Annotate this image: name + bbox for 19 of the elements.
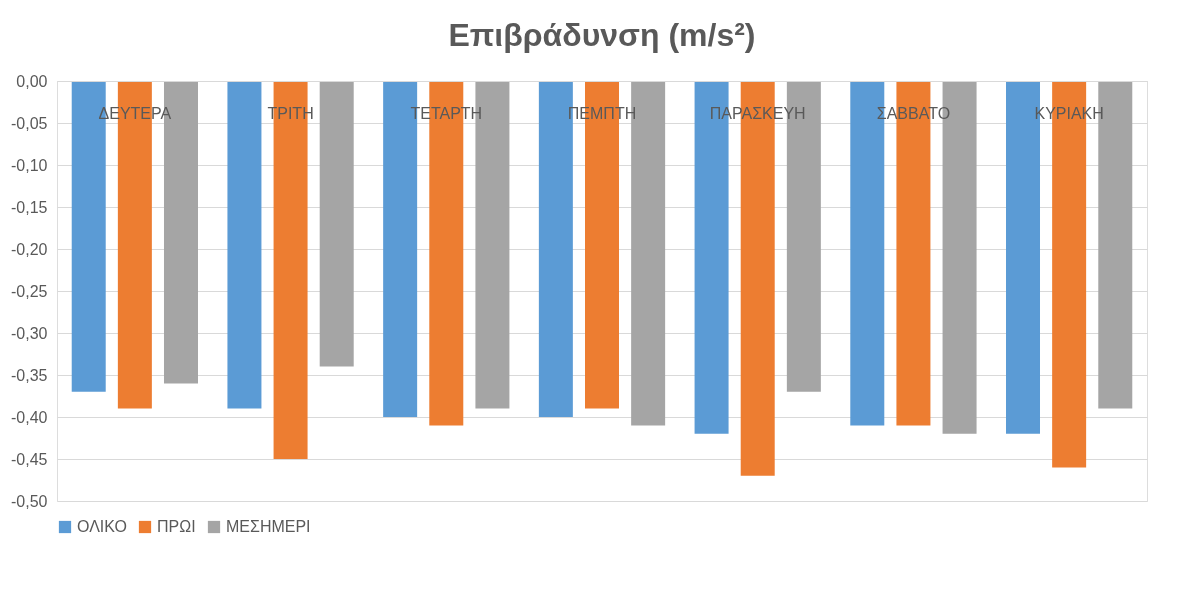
chart-title: Επιβράδυνση (m/s²) [448,17,756,53]
y-tick-label: -0,30 [11,324,48,342]
y-tick-label: -0,20 [11,240,48,258]
y-tick-label: -0,05 [11,114,48,132]
legend-label: ΜΕΣΗΜΕΡΙ [226,518,311,535]
x-tick-label: ΔΕΥΤΕΡΑ [98,104,172,122]
y-tick-label: -0,35 [11,366,48,384]
x-tick-label: ΣΑΒΒΑΤΟ [876,104,951,122]
x-tick-label: ΤΕΤΑΡΤΗ [410,104,483,122]
y-tick-label: -0,40 [11,408,48,426]
y-tick-label: -0,25 [11,282,48,300]
legend-label: ΠΡΩΙ [157,518,196,535]
y-tick-label: -0,15 [11,198,48,216]
y-tick-label: -0,45 [11,450,48,468]
y-tick-label: -0,50 [11,492,48,510]
legend-label: ΟΛΙΚΟ [77,518,127,535]
y-tick-label: 0,00 [16,72,48,90]
x-tick-label: ΠΑΡΑΣΚΕΥΗ [709,104,806,122]
y-tick-label: -0,10 [11,156,48,174]
